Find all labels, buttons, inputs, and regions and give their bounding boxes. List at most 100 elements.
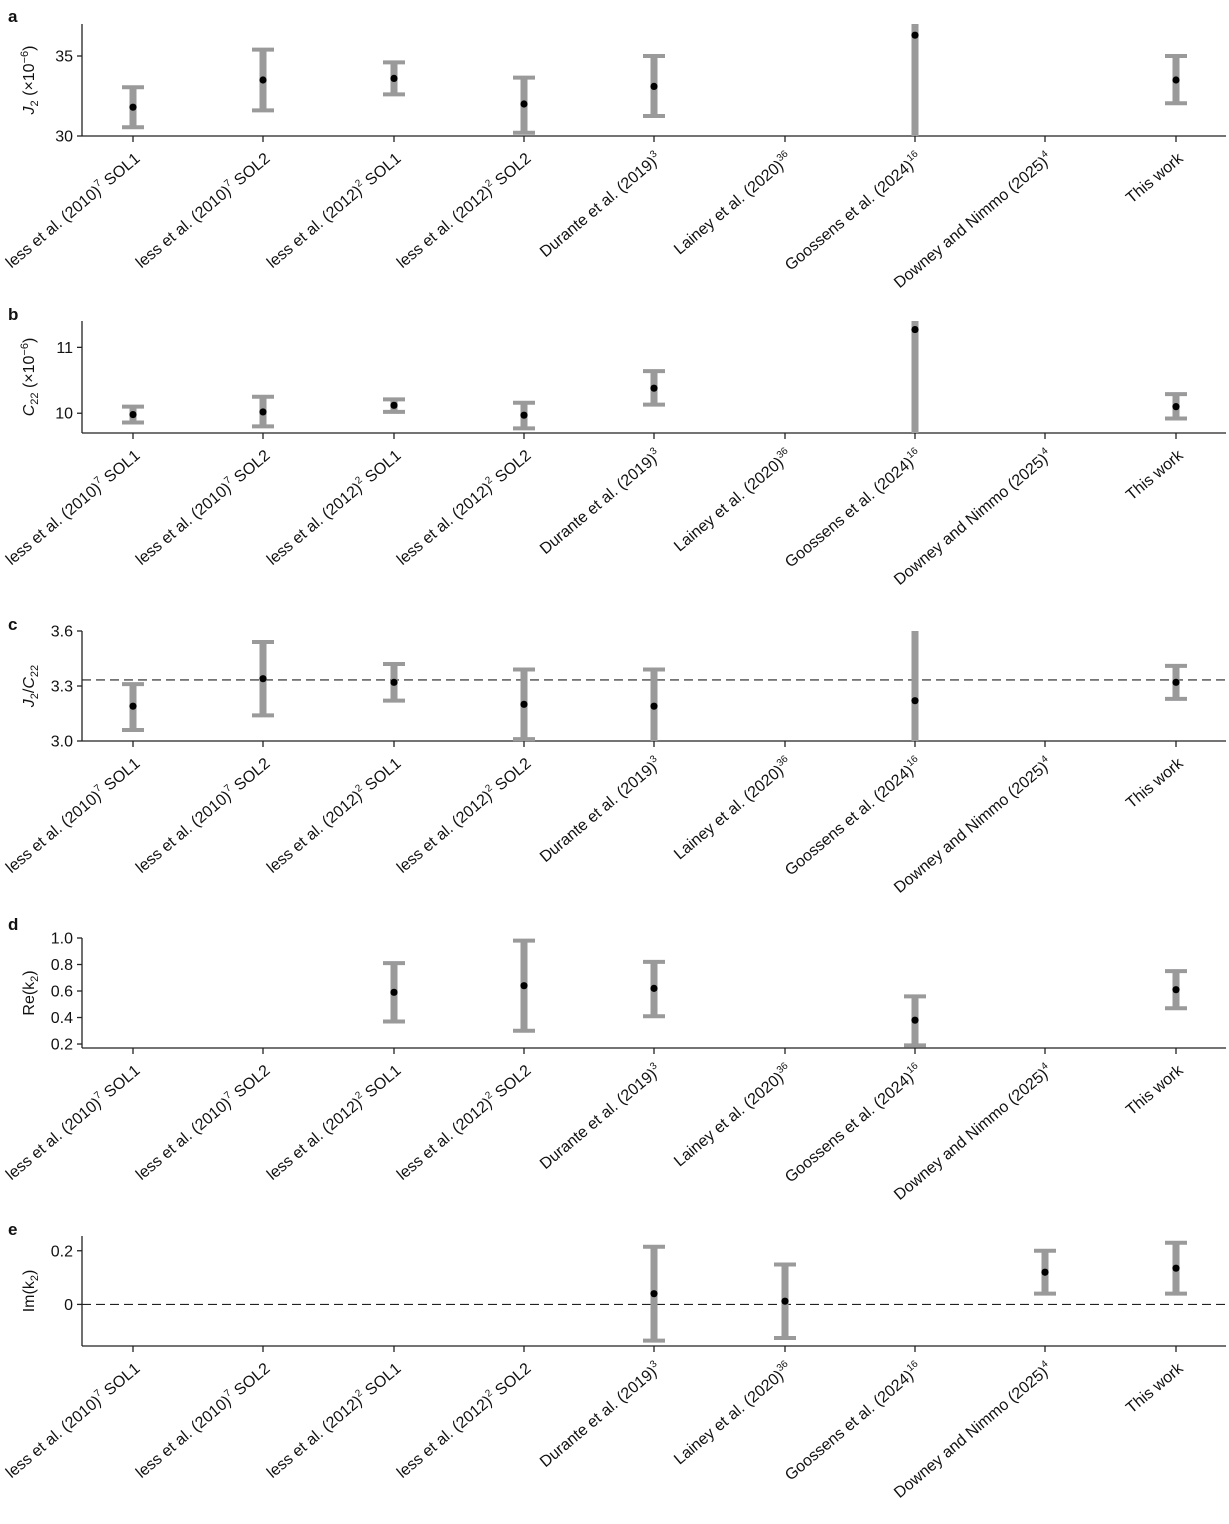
- panel-letter: b: [8, 305, 18, 324]
- y-axis-label: Im(k2): [21, 1270, 41, 1313]
- panel-letter: c: [8, 615, 17, 634]
- x-tick-label: less et al. (2010)7 SOL2: [132, 1358, 274, 1481]
- x-tick-label: less et al. (2012)2 SOL1: [263, 753, 405, 876]
- x-tick-label: less et al. (2010)7 SOL1: [2, 148, 144, 271]
- x-tick-label: less et al. (2012)2 SOL1: [263, 1060, 405, 1183]
- data-point: [1172, 403, 1180, 411]
- data-point: [520, 700, 528, 708]
- x-tick-label: less et al. (2010)7 SOL2: [132, 445, 274, 568]
- y-axis-label: J2/C22: [21, 665, 41, 708]
- x-tick-label: less et al. (2010)7 SOL1: [2, 445, 144, 568]
- x-tick-label: Durante et al. (2019)3: [536, 1060, 665, 1173]
- y-tick-label: 35: [55, 49, 73, 66]
- y-axis-label: J2 (×10−6): [19, 46, 41, 116]
- data-point: [650, 1290, 658, 1298]
- x-tick-label: less et al. (2012)2 SOL2: [393, 1060, 535, 1183]
- x-tick-label: Lainey et al. (2020)36: [670, 445, 796, 555]
- data-point: [911, 31, 919, 39]
- x-tick-label: This work: [1123, 149, 1187, 207]
- panel-c: c 3.0 3.3 3.6 J2/C22 less et al. (2010)7 SOL1…: [2, 615, 1226, 897]
- y-tick-label: 10: [55, 406, 73, 423]
- panel-b: b 10 11 C22 (×10−6) less et al. (2010)7 SOL1…: [2, 305, 1226, 589]
- y-tick-label: 3.6: [51, 624, 73, 641]
- y-tick-label: 1.0: [51, 931, 73, 948]
- x-tick-label: less et al. (2012)2 SOL2: [393, 445, 535, 568]
- x-tick-label: This work: [1123, 1061, 1187, 1119]
- x-tick-label: Durante et al. (2019)3: [536, 148, 665, 261]
- data-point: [520, 982, 528, 990]
- data-point: [259, 76, 267, 84]
- data-point: [390, 678, 398, 686]
- panel-letter: d: [8, 915, 18, 934]
- y-tick-label: 0.6: [51, 984, 73, 1001]
- x-tick-label: This work: [1123, 446, 1187, 504]
- x-tick-label: Durante et al. (2019)3: [536, 1358, 665, 1471]
- x-tick-label: less et al. (2010)7 SOL1: [2, 753, 144, 876]
- data-point: [129, 702, 137, 710]
- data-point: [911, 697, 919, 705]
- data-point: [129, 410, 137, 419]
- data-point: [520, 411, 528, 419]
- x-tick-label: less et al. (2010)7 SOL2: [132, 753, 274, 876]
- y-tick-label: 3.3: [51, 679, 73, 696]
- data-point: [650, 702, 658, 710]
- y-axis-label: Re(k2): [21, 970, 41, 1015]
- data-point: [259, 408, 267, 416]
- x-tick-label: This work: [1123, 754, 1187, 812]
- x-tick-label: Goossens et al. (2024)16: [781, 445, 926, 571]
- x-tick-label: less et al. (2012)2 SOL1: [263, 1358, 405, 1481]
- y-tick-label: 30: [55, 129, 73, 146]
- data-point: [259, 675, 267, 683]
- y-tick-label: 3.0: [51, 734, 73, 751]
- x-tick-label: less et al. (2010)7 SOL2: [132, 1060, 274, 1183]
- x-tick-label: less et al. (2012)2 SOL1: [263, 445, 405, 568]
- x-tick-label: less et al. (2010)7 SOL2: [132, 148, 274, 271]
- y-tick-label: 0.2: [51, 1037, 73, 1054]
- x-tick-label: Durante et al. (2019)3: [536, 445, 665, 558]
- y-axis-label: C22 (×10−6): [19, 338, 41, 417]
- x-tick-label: Durante et al. (2019)3: [536, 753, 665, 866]
- x-tick-label: less et al. (2012)2 SOL1: [263, 148, 405, 271]
- x-tick-label: Lainey et al. (2020)36: [670, 1060, 796, 1170]
- x-tick-label: less et al. (2010)7 SOL1: [2, 1060, 144, 1183]
- panel-letter: e: [8, 1220, 17, 1239]
- y-tick-label: 0: [64, 1297, 73, 1314]
- panel-letter: a: [8, 7, 18, 26]
- x-tick-label: Lainey et al. (2020)36: [670, 753, 796, 863]
- y-tick-label: 0.2: [51, 1243, 73, 1260]
- data-point: [650, 82, 658, 90]
- data-point: [650, 984, 658, 992]
- data-point: [390, 401, 398, 409]
- y-tick-label: 0.8: [51, 957, 73, 974]
- data-point: [1172, 76, 1180, 84]
- x-tick-label: less et al. (2012)2 SOL2: [393, 753, 535, 876]
- x-tick-label: less et al. (2012)2 SOL2: [393, 148, 535, 271]
- x-tick-label: Goossens et al. (2024)16: [781, 1060, 926, 1186]
- panel-d: d 0.2 0.4 0.6 0.8 1.0 Re(k2) less et al. (2010)…: [2, 915, 1226, 1204]
- data-point: [1041, 1268, 1049, 1276]
- data-point: [1172, 986, 1180, 994]
- data-point: [390, 988, 398, 996]
- y-tick-label: 11: [56, 340, 73, 357]
- data-point: [1172, 678, 1180, 686]
- y-tick-label: 0.4: [51, 1010, 73, 1027]
- data-point: [911, 1016, 919, 1024]
- data-point: [520, 100, 528, 108]
- x-tick-label: less et al. (2012)2 SOL2: [393, 1358, 535, 1481]
- panel-e: e00.2Im(k2)less et al. (2010)7 SOL1less …: [2, 1220, 1226, 1502]
- x-tick-label: Lainey et al. (2020)36: [670, 148, 796, 258]
- data-point: [911, 325, 919, 334]
- data-point: [650, 384, 658, 392]
- x-tick-label: Goossens et al. (2024)16: [781, 753, 926, 879]
- data-point: [1172, 1264, 1180, 1272]
- x-tick-label: less et al. (2010)7 SOL1: [2, 1358, 144, 1481]
- x-tick-label: This work: [1123, 1359, 1187, 1417]
- data-point: [781, 1297, 789, 1305]
- data-point: [390, 74, 398, 82]
- x-tick-label: Goossens et al. (2024)16: [781, 148, 926, 274]
- x-tick-label: Lainey et al. (2020)36: [670, 1358, 796, 1468]
- data-point: [129, 103, 137, 111]
- x-tick-label: Goossens et al. (2024)16: [781, 1358, 926, 1484]
